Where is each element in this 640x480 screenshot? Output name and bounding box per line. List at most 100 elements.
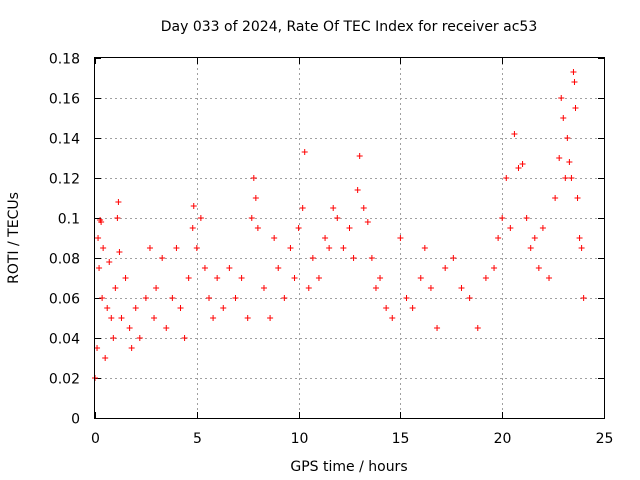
data-point — [535, 265, 542, 271]
data-point — [383, 305, 390, 311]
data-point — [252, 195, 259, 201]
data-point — [126, 325, 133, 331]
data-point — [295, 225, 302, 231]
data-point — [159, 255, 166, 261]
data-point — [556, 155, 563, 161]
data-point — [372, 285, 379, 291]
data-point — [442, 265, 449, 271]
data-point — [94, 345, 101, 351]
data-point — [254, 225, 261, 231]
data-point — [571, 79, 578, 85]
data-point — [568, 175, 575, 181]
data-point — [326, 245, 333, 251]
data-point — [515, 165, 522, 171]
data-point — [531, 235, 538, 241]
data-point — [368, 255, 375, 261]
data-point — [98, 219, 105, 225]
y-tick-label: 0.02 — [49, 372, 80, 388]
data-point — [281, 295, 288, 301]
data-point — [546, 275, 553, 281]
data-point — [275, 265, 282, 271]
data-point — [226, 265, 233, 271]
data-point — [244, 315, 251, 321]
data-point — [299, 205, 306, 211]
data-point — [564, 135, 571, 141]
y-axis-label: ROTI / TECUs — [6, 192, 22, 284]
data-point — [115, 199, 122, 205]
data-point — [100, 245, 107, 251]
grid-lines — [95, 58, 604, 418]
data-point — [354, 187, 361, 193]
y-tick-label: 0.12 — [49, 172, 80, 188]
data-point — [340, 245, 347, 251]
x-tick-label: 5 — [193, 431, 202, 447]
data-point — [96, 265, 103, 271]
data-point — [146, 245, 153, 251]
chart-title: Day 033 of 2024, Rate Of TEC Index for r… — [161, 19, 537, 35]
data-point — [163, 325, 170, 331]
data-point — [132, 305, 139, 311]
data-point — [189, 225, 196, 231]
data-point — [315, 275, 322, 281]
data-point — [491, 265, 498, 271]
data-point — [110, 335, 117, 341]
data-point — [466, 295, 473, 301]
data-point — [197, 215, 204, 221]
data-point — [99, 295, 106, 301]
data-point — [169, 295, 176, 301]
data-point — [427, 285, 434, 291]
data-point — [305, 285, 312, 291]
data-point — [364, 219, 371, 225]
data-point — [511, 131, 518, 137]
data-point — [108, 315, 115, 321]
y-tick-label: 0.08 — [49, 252, 80, 268]
data-point — [558, 95, 565, 101]
data-point — [527, 245, 534, 251]
data-point — [552, 195, 559, 201]
x-tick-label: 25 — [596, 431, 614, 447]
data-point — [190, 203, 197, 209]
y-tick-label: 0.14 — [49, 132, 80, 148]
data-point — [114, 215, 121, 221]
data-point — [142, 295, 149, 301]
data-point — [122, 275, 129, 281]
data-point — [201, 265, 208, 271]
data-point — [291, 275, 298, 281]
x-tick-label: 20 — [494, 431, 512, 447]
data-point — [104, 305, 111, 311]
data-point — [421, 245, 428, 251]
data-point — [574, 195, 581, 201]
data-point — [267, 315, 274, 321]
data-point — [210, 315, 217, 321]
data-point — [562, 175, 569, 181]
x-tick-label: 15 — [392, 431, 410, 447]
data-point — [238, 275, 245, 281]
y-tick-label: 0.06 — [49, 292, 80, 308]
data-point — [576, 235, 583, 241]
data-point — [377, 275, 384, 281]
plot-frame — [94, 57, 605, 419]
data-point — [106, 259, 113, 265]
x-tick-label: 0 — [91, 431, 100, 447]
data-point — [570, 69, 577, 75]
data-marks — [92, 69, 587, 381]
data-point — [116, 249, 123, 255]
data-point — [350, 255, 357, 261]
data-point — [580, 295, 587, 301]
data-point — [495, 235, 502, 241]
x-tick-label: 10 — [291, 431, 309, 447]
data-point — [523, 215, 530, 221]
data-point — [334, 215, 341, 221]
data-point — [112, 285, 119, 291]
y-tick-label: 0.1 — [58, 212, 80, 228]
data-point — [360, 205, 367, 211]
y-tick-label: 0.18 — [49, 52, 80, 68]
data-point — [271, 235, 278, 241]
axis-ticks: 0 0.02 0.04 0.06 0.08 0.1 0.12 0.14 0.16 0.18 0 5 10… — [49, 52, 614, 448]
data-point — [232, 295, 239, 301]
data-point — [389, 315, 396, 321]
data-point — [193, 245, 200, 251]
data-point — [128, 345, 135, 351]
data-point — [220, 305, 227, 311]
